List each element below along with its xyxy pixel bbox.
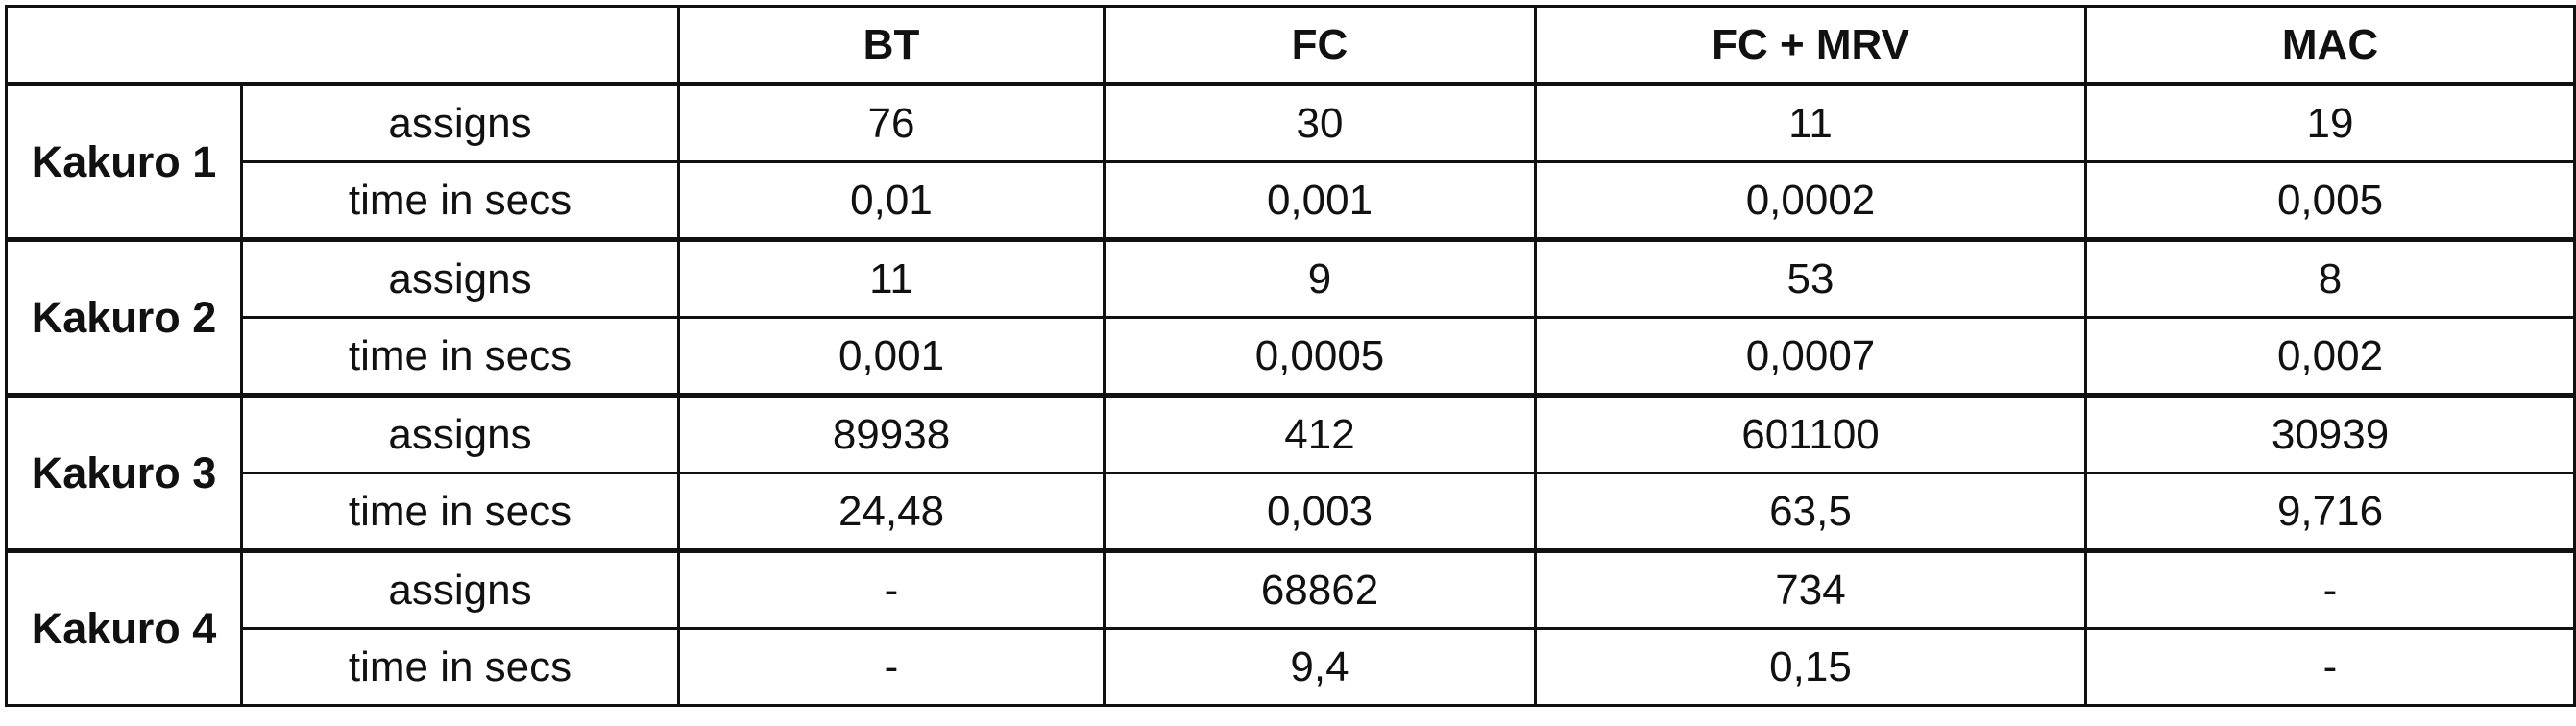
table-row: time in secs 0,001 0,0005 0,0007 0,002 xyxy=(7,316,2576,397)
metric-label: assigns xyxy=(240,393,680,474)
value-cell: 0,002 xyxy=(2084,316,2576,397)
group-label-kakuro-4: Kakuro 4 xyxy=(5,548,243,707)
column-header-fc-mrv: FC + MRV xyxy=(1534,5,2087,85)
value-cell: 53 xyxy=(1534,237,2087,319)
value-cell: 9,716 xyxy=(2084,472,2576,552)
value-cell: 0,005 xyxy=(2084,160,2576,241)
column-header-fc: FC xyxy=(1103,5,1537,85)
metric-label: time in secs xyxy=(240,627,680,707)
value-cell: 0,003 xyxy=(1103,472,1537,552)
value-cell: 0,0002 xyxy=(1534,160,2087,241)
results-table: BT FC FC + MRV MAC Kakuro 1 assigns 76 3… xyxy=(5,5,2576,707)
group-label-kakuro-3: Kakuro 3 xyxy=(5,393,243,552)
value-cell: 30 xyxy=(1103,82,1537,163)
value-cell: 0,15 xyxy=(1534,627,2087,707)
value-cell: 68862 xyxy=(1103,548,1537,630)
value-cell: - xyxy=(2084,627,2576,707)
metric-label: time in secs xyxy=(240,160,680,241)
value-cell: 63,5 xyxy=(1534,472,2087,552)
group-label-kakuro-1: Kakuro 1 xyxy=(5,82,243,241)
value-cell: 24,48 xyxy=(677,472,1106,552)
table-row: Kakuro 3 assigns 89938 412 601100 30939 xyxy=(5,393,2576,552)
value-cell: 19 xyxy=(2084,82,2576,163)
value-cell: 734 xyxy=(1534,548,2087,630)
value-cell: 0,0007 xyxy=(1534,316,2087,397)
value-cell: 11 xyxy=(677,237,1106,319)
value-cell: 0,0005 xyxy=(1103,316,1537,397)
value-cell: 412 xyxy=(1103,393,1537,474)
table-row: time in secs 0,01 0,001 0,0002 0,005 xyxy=(7,160,2576,241)
metric-label: time in secs xyxy=(240,316,680,397)
value-cell: - xyxy=(677,548,1106,630)
table-row: time in secs - 9,4 0,15 - xyxy=(7,627,2576,707)
value-cell: 76 xyxy=(677,82,1106,163)
value-cell: 0,001 xyxy=(1103,160,1537,241)
value-cell: - xyxy=(2084,548,2576,630)
value-cell: 0,01 xyxy=(677,160,1106,241)
metric-label: time in secs xyxy=(240,472,680,552)
value-cell: 9,4 xyxy=(1103,627,1537,707)
metric-label: assigns xyxy=(240,237,680,319)
table-row: Kakuro 1 assigns 76 30 11 19 xyxy=(5,82,2576,241)
metric-label: assigns xyxy=(240,548,680,630)
value-cell: 9 xyxy=(1103,237,1537,319)
corner-cell xyxy=(5,5,680,85)
value-cell: 601100 xyxy=(1534,393,2087,474)
metric-label: assigns xyxy=(240,82,680,163)
value-cell: 8 xyxy=(2084,237,2576,319)
value-cell: - xyxy=(677,627,1106,707)
value-cell: 0,001 xyxy=(677,316,1106,397)
table-row: Kakuro 4 assigns - 68862 734 - xyxy=(5,548,2576,707)
value-cell: 30939 xyxy=(2084,393,2576,474)
value-cell: 11 xyxy=(1534,82,2087,163)
group-label-kakuro-2: Kakuro 2 xyxy=(5,237,243,397)
table-row: Kakuro 2 assigns 11 9 53 8 xyxy=(5,237,2576,397)
header-row: BT FC FC + MRV MAC xyxy=(5,5,2576,85)
table-row: time in secs 24,48 0,003 63,5 9,716 xyxy=(7,472,2576,552)
column-header-mac: MAC xyxy=(2084,5,2576,85)
column-header-bt: BT xyxy=(677,5,1106,85)
value-cell: 89938 xyxy=(677,393,1106,474)
